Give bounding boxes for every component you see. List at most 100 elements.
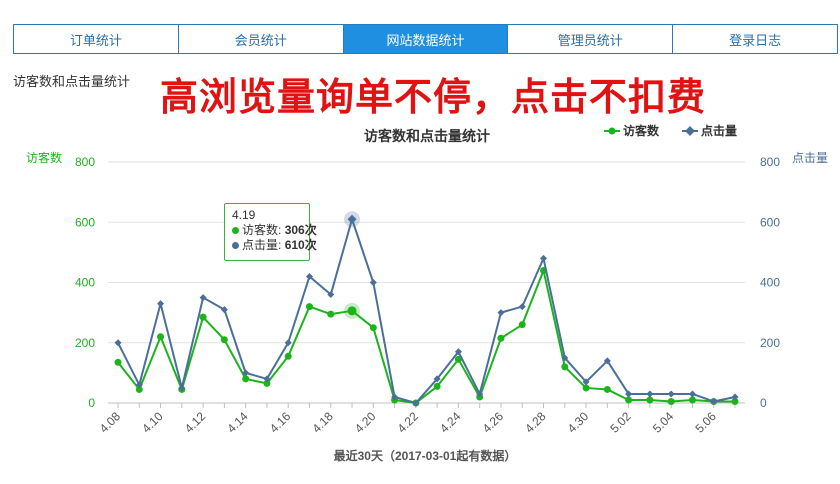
data-point-clicks[interactable]	[603, 357, 611, 365]
data-point-clicks[interactable]	[284, 339, 292, 347]
tab-admin-stats[interactable]: 管理员统计	[508, 25, 674, 53]
x-tick-label: 4.14	[224, 409, 251, 436]
data-point-clicks[interactable]	[412, 399, 420, 407]
data-point-visitors[interactable]	[433, 382, 441, 390]
y-tick-label-left: 800	[75, 155, 95, 169]
data-point-visitors[interactable]	[454, 355, 462, 363]
tab-order-stats[interactable]: 订单统计	[14, 25, 179, 53]
series-visitors-line	[117, 269, 735, 404]
data-point-clicks[interactable]	[561, 354, 569, 362]
data-point-clicks[interactable]	[157, 300, 165, 308]
data-point-visitors[interactable]	[220, 336, 228, 344]
chart-grid	[108, 161, 745, 404]
data-point-clicks[interactable]	[135, 381, 143, 389]
x-tick-label: 4.20	[352, 409, 379, 436]
chart-title: 访客数和点击量统计	[364, 128, 490, 144]
x-axis-label: 最近30天（2017-03-01起有数据）	[334, 448, 517, 463]
x-tick-label: 4.12	[182, 409, 209, 436]
data-point-clicks[interactable]	[667, 390, 675, 398]
data-point-clicks[interactable]	[433, 375, 441, 383]
data-point-clicks[interactable]	[540, 254, 548, 262]
y-ticks-right: 0 200 400 600 800	[760, 155, 780, 410]
data-point-clicks[interactable]	[178, 384, 186, 392]
data-point-clicks[interactable]	[305, 272, 313, 280]
data-point-clicks[interactable]	[731, 393, 739, 401]
data-point-clicks[interactable]	[476, 390, 484, 398]
tab-login-log[interactable]: 登录日志	[673, 25, 837, 53]
data-point-clicks[interactable]	[518, 303, 526, 311]
data-point-clicks[interactable]	[710, 397, 718, 405]
y-tick-label-right: 200	[760, 336, 780, 350]
y-axis-label-left: 访客数	[26, 150, 62, 165]
data-point-clicks[interactable]	[646, 390, 654, 398]
data-point-visitors[interactable]	[199, 313, 207, 321]
x-tick-label: 4.26	[480, 409, 507, 436]
data-point-visitors[interactable]	[582, 384, 590, 392]
stats-tabs: 订单统计 会员统计 网站数据统计 管理员统计 登录日志	[13, 24, 838, 54]
x-tick-label: 4.10	[139, 409, 166, 436]
data-point-clicks[interactable]	[454, 348, 462, 356]
chart-tooltip: 4.19 访客数: 306次 点击量: 610次	[224, 203, 317, 261]
data-point-clicks[interactable]	[114, 339, 122, 347]
tooltip-visitors-label: 访客数	[242, 223, 279, 237]
data-point-visitors[interactable]	[688, 396, 696, 404]
legend-visitors-marker	[608, 127, 616, 135]
y-tick-label-right: 0	[760, 396, 767, 410]
data-point-clicks[interactable]	[327, 291, 335, 299]
tab-site-data-stats[interactable]: 网站数据统计	[343, 25, 509, 53]
data-point-visitors[interactable]	[497, 334, 505, 342]
data-point-clicks[interactable]	[263, 375, 271, 383]
data-point-visitors[interactable]	[667, 397, 675, 405]
x-tick-label: 4.30	[565, 409, 592, 436]
legend-clicks-label[interactable]: 点击量	[701, 123, 737, 138]
tab-member-stats[interactable]: 会员统计	[178, 25, 344, 53]
data-point-visitors[interactable]	[731, 397, 739, 405]
tooltip-clicks-value: 610次	[284, 238, 317, 252]
tooltip-visitors-row: 访客数: 306次	[232, 223, 317, 238]
legend-clicks-marker	[685, 126, 695, 136]
data-point-visitors[interactable]	[518, 321, 526, 329]
y-tick-label-right: 400	[760, 276, 780, 290]
legend-visitors-label[interactable]: 访客数	[623, 123, 660, 138]
x-tick-label: 4.28	[522, 409, 549, 436]
tooltip-clicks-label: 点击量	[242, 238, 279, 252]
tooltip-visitors-dot	[232, 227, 239, 234]
data-point-visitors[interactable]	[347, 306, 357, 316]
y-tick-label-left: 200	[75, 336, 95, 350]
data-point-visitors[interactable]	[369, 324, 377, 332]
y-tick-label-left: 600	[75, 215, 95, 229]
tooltip-date: 4.19	[232, 208, 256, 222]
data-point-clicks[interactable]	[347, 214, 357, 224]
data-point-visitors[interactable]	[114, 358, 122, 366]
data-point-visitors[interactable]	[561, 363, 569, 371]
data-point-clicks[interactable]	[391, 393, 399, 401]
x-ticks: 4.08 4.10 4.12 4.14 4.16 4.18 4.20 4.22 4.24 4.26…	[97, 403, 736, 436]
y-ticks-left: 0 200 400 600 800	[75, 155, 95, 410]
data-point-visitors[interactable]	[263, 379, 271, 387]
data-point-visitors[interactable]	[305, 303, 313, 311]
data-point-clicks[interactable]	[199, 294, 207, 302]
x-tick-label: 4.24	[437, 409, 464, 436]
data-point-visitors[interactable]	[625, 396, 633, 404]
data-point-clicks[interactable]	[497, 309, 505, 317]
data-point-visitors[interactable]	[327, 310, 335, 318]
chart-legend: 访客数 点击量	[604, 123, 737, 138]
data-point-visitors[interactable]	[284, 352, 292, 360]
data-point-visitors[interactable]	[157, 333, 165, 341]
x-tick-label: 5.04	[650, 409, 677, 436]
y-axis-label-right: 点击量	[792, 151, 828, 165]
data-point-visitors[interactable]	[242, 375, 250, 383]
data-point-clicks[interactable]	[582, 378, 590, 386]
data-point-clicks[interactable]	[242, 369, 250, 377]
data-point-clicks[interactable]	[688, 390, 696, 398]
x-tick-label: 5.06	[692, 409, 719, 436]
x-tick-label: 4.16	[267, 409, 294, 436]
data-point-visitors[interactable]	[603, 385, 611, 393]
data-point-clicks[interactable]	[625, 390, 633, 398]
data-point-clicks[interactable]	[369, 279, 377, 286]
data-point-clicks[interactable]	[220, 306, 228, 314]
data-point-visitors[interactable]	[646, 396, 654, 404]
data-point-visitors[interactable]	[135, 385, 143, 393]
series-visitors	[114, 266, 739, 407]
